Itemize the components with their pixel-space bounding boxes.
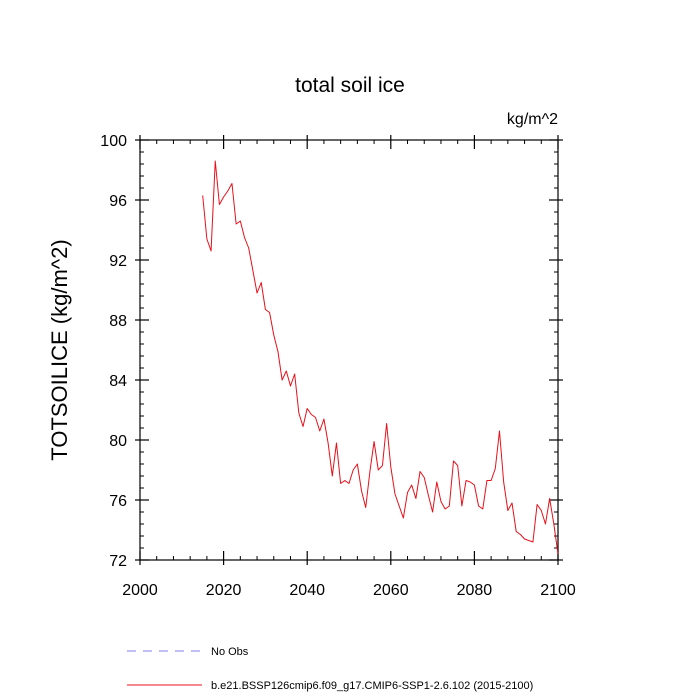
y-tick-label: 84 xyxy=(109,373,127,390)
y-tick-labels: 72 76 80 84 88 92 96 100 xyxy=(100,133,127,570)
x-tick-label: 2020 xyxy=(206,582,242,599)
chart-title: total soil ice xyxy=(295,74,405,97)
legend: No Obs b.e21.BSSP126cmip6.f09_g17.CMIP6-S… xyxy=(127,646,533,692)
y-tick-label: 100 xyxy=(100,133,127,150)
x-tick-label: 2100 xyxy=(540,582,576,599)
x-tick-label: 2040 xyxy=(289,582,325,599)
x-tick-label: 2060 xyxy=(373,582,409,599)
y-tick-label: 92 xyxy=(109,253,127,270)
major-ticks xyxy=(135,135,563,565)
y-axis-label: TOTSOILICE (kg/m^2) xyxy=(47,239,72,460)
series-line xyxy=(202,160,559,555)
y-tick-label: 88 xyxy=(109,313,127,330)
legend-label: No Obs xyxy=(211,646,249,658)
series-lines xyxy=(202,160,559,555)
y-tick-label: 96 xyxy=(109,193,127,210)
x-tick-label: 2000 xyxy=(122,582,158,599)
y-tick-label: 80 xyxy=(109,433,127,450)
legend-label: b.e21.BSSP126cmip6.f09_g17.CMIP6-SSP1-2.… xyxy=(211,680,533,692)
y-tick-label: 76 xyxy=(109,493,127,510)
plot-frame xyxy=(139,139,559,561)
minor-ticks xyxy=(140,140,558,560)
x-tick-labels: 2000 2020 2040 2060 2080 2100 xyxy=(122,582,576,599)
units-label: kg/m^2 xyxy=(507,111,558,128)
x-tick-label: 2080 xyxy=(457,582,493,599)
y-tick-label: 72 xyxy=(109,553,127,570)
